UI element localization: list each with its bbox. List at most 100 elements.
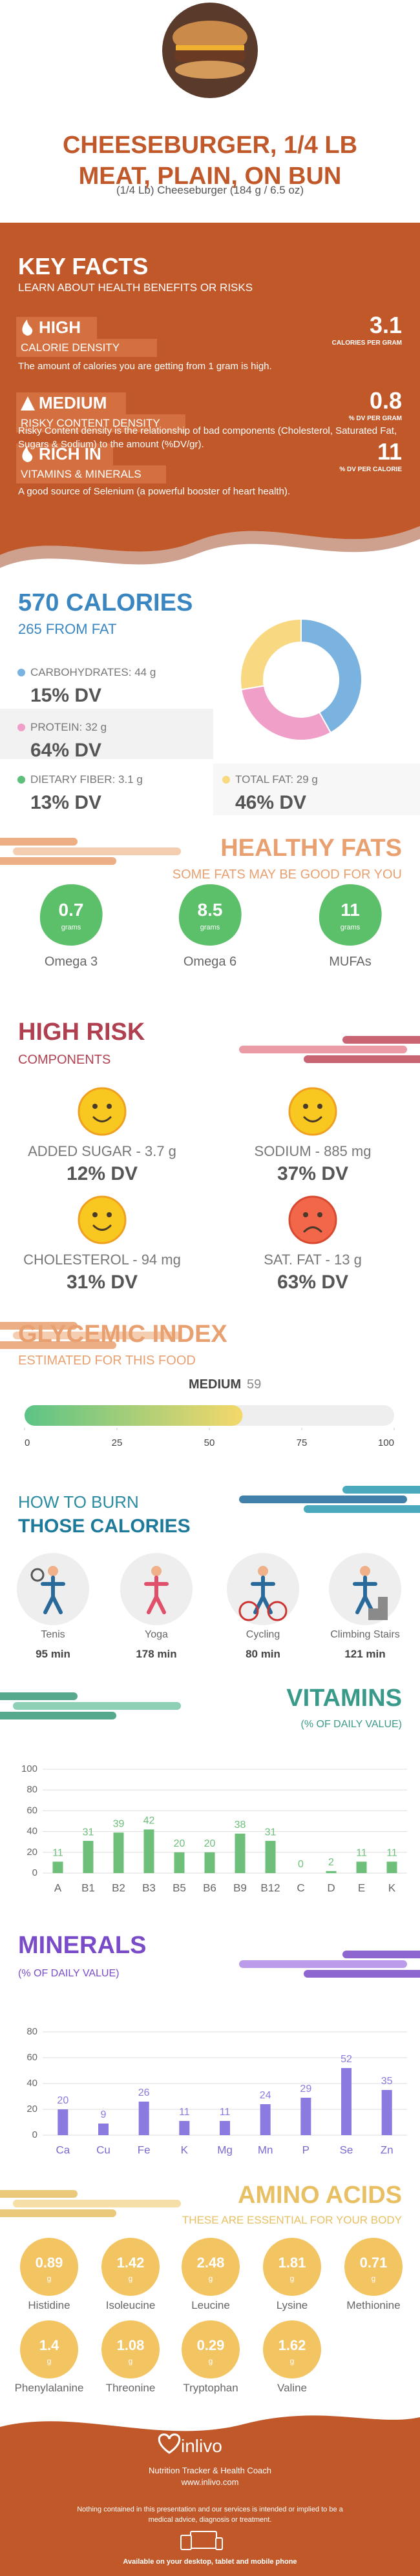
- label-box: [16, 465, 166, 483]
- face-eye: [303, 1212, 308, 1217]
- activity-time: 80 min: [246, 1647, 280, 1660]
- bar: [381, 2090, 392, 2135]
- gi-tick-label: 75: [297, 1437, 308, 1448]
- gi-level: MEDIUM: [189, 1377, 242, 1392]
- bar: [179, 2121, 190, 2135]
- face-mouth: [92, 1224, 112, 1231]
- decor-stripe: [0, 1712, 116, 1719]
- value-label: 26: [138, 2087, 150, 2098]
- cheese: [176, 45, 244, 50]
- value-label: 42: [143, 1816, 155, 1827]
- amino-name: Methionine: [346, 2298, 401, 2311]
- amino-badge: [182, 2320, 240, 2378]
- amino-unit: g: [208, 2273, 213, 2283]
- donut-slice: [240, 685, 332, 741]
- face-mouth: [303, 1116, 322, 1122]
- bike-wheel: [238, 1601, 259, 1621]
- bar: [326, 1871, 337, 1873]
- device-phone: [215, 2537, 223, 2550]
- face-eye: [303, 1104, 308, 1109]
- y-tick-label: 80: [26, 1784, 37, 1795]
- gi-tick-label: 0: [25, 1437, 30, 1448]
- gi-value: 59: [247, 1377, 262, 1392]
- value-label: 0: [298, 1859, 304, 1870]
- amino-unit: g: [47, 2273, 52, 2283]
- bar: [138, 2102, 149, 2135]
- bun-bottom: [175, 61, 245, 79]
- section-title: VITAMINS: [286, 1685, 402, 1712]
- tagline: Nutrition Tracker & Health Coach: [148, 2466, 272, 2476]
- face-eye: [92, 1104, 98, 1109]
- value-label: 11: [356, 1848, 367, 1859]
- face-eye: [107, 1104, 112, 1109]
- decor-stripe: [239, 1960, 407, 1968]
- amino-badge: [182, 2238, 240, 2296]
- section-subtitle: ESTIMATED FOR THIS FOOD: [18, 1354, 196, 1368]
- value-label: 2: [328, 1857, 334, 1868]
- risk-label: ADDED SUGAR - 3.7 g: [28, 1142, 176, 1159]
- value-label: 11: [52, 1848, 63, 1859]
- fat-unit: grams: [200, 924, 220, 932]
- face-eye: [92, 1212, 98, 1217]
- label-box: [16, 339, 157, 357]
- donut-slice: [300, 618, 362, 734]
- face: [78, 1195, 127, 1244]
- section-title: KEY FACTS: [18, 253, 149, 280]
- person-head: [258, 1566, 268, 1576]
- flame-icon: [22, 319, 33, 336]
- amino-value: 0.29: [196, 2337, 225, 2353]
- nutrient-label: PROTEIN: 32 g: [30, 720, 107, 733]
- logo-heart: [158, 2433, 181, 2454]
- nutrient-dv: 46% DV: [235, 792, 307, 813]
- bar: [83, 1841, 94, 1873]
- fact-unit: % DV PER CALORIE: [339, 466, 402, 473]
- y-tick-label: 60: [26, 2052, 37, 2063]
- value-label: 39: [113, 1818, 125, 1829]
- activity-time: 121 min: [344, 1647, 386, 1660]
- fat-value: 0.7: [58, 900, 84, 920]
- gi-bar: [25, 1405, 243, 1426]
- nutrient-label: TOTAL FAT: 29 g: [235, 773, 318, 786]
- amino-value: 1.42: [116, 2254, 145, 2271]
- person-body: [41, 1576, 65, 1614]
- x-tick-label: B2: [112, 1881, 125, 1894]
- x-tick-label: E: [358, 1881, 365, 1894]
- platforms: Available on your desktop, tablet and mo…: [123, 2558, 297, 2566]
- amino-name: Threonine: [105, 2381, 156, 2394]
- section-title: HOW TO BURN: [18, 1492, 139, 1512]
- amino-name: Isoleucine: [105, 2298, 156, 2311]
- level-box: [16, 443, 113, 465]
- decor-stripe: [239, 1046, 407, 1053]
- x-tick-label: Se: [340, 2144, 353, 2156]
- person-head: [48, 1566, 58, 1576]
- fat-badge: [319, 884, 382, 946]
- decor-stripe: [342, 1951, 420, 1958]
- fact-unit: % DV PER GRAM: [348, 415, 402, 422]
- activity-name: Yoga: [145, 1629, 168, 1641]
- patty: [174, 49, 246, 62]
- amino-name: Tryptophan: [183, 2381, 238, 2394]
- amino-badge: [101, 2238, 160, 2296]
- section-title: HEALTHY FATS: [220, 835, 402, 862]
- bike-wheel: [267, 1601, 288, 1621]
- amino-value: 2.48: [196, 2254, 225, 2271]
- face-eye: [317, 1104, 322, 1109]
- warning-icon: [21, 396, 35, 411]
- risk-label: SAT. FAT - 13 g: [264, 1251, 362, 1268]
- risk-label: SODIUM - 885 mg: [254, 1142, 372, 1159]
- x-tick-label: C: [297, 1881, 304, 1894]
- decor-stripe: [13, 1332, 181, 1339]
- level-label: VITAMINS & MINERALS: [21, 467, 142, 480]
- decor-stripe: [239, 1496, 407, 1503]
- decor-stripe: [342, 1486, 420, 1494]
- decor-stripe: [13, 847, 181, 855]
- amino-unit: g: [47, 2356, 52, 2366]
- section-title: HIGH RISK: [18, 1019, 145, 1046]
- brand: inlivo: [181, 2436, 222, 2457]
- x-tick-label: Zn: [381, 2144, 394, 2156]
- level-label: CALORIE DENSITY: [21, 341, 120, 354]
- person-body: [251, 1576, 275, 1614]
- bar: [204, 1852, 215, 1873]
- value-label: 20: [204, 1838, 216, 1849]
- x-tick-label: Ca: [56, 2144, 70, 2156]
